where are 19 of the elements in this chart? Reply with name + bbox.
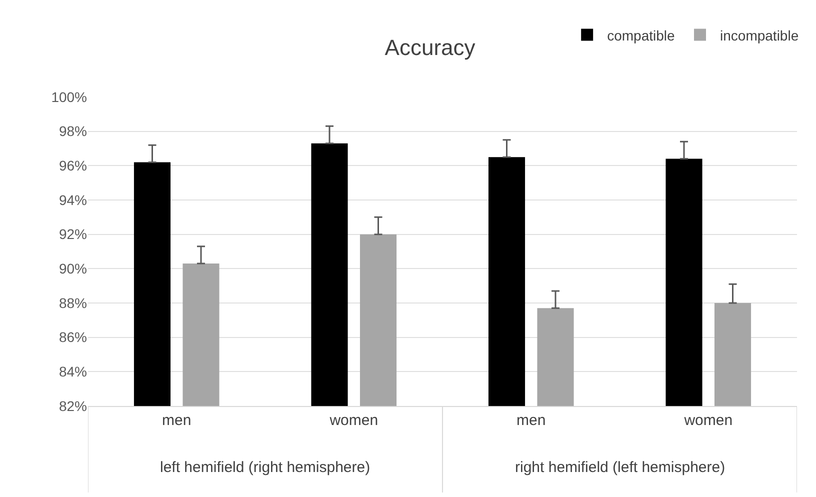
y-tick-label: 92%: [58, 226, 87, 242]
text: left hemifield (right hemisphere): [160, 459, 370, 476]
y-tick-label: 94%: [58, 192, 87, 208]
y-tick-label: 86%: [58, 329, 87, 346]
y-tick-label: 96%: [58, 158, 87, 174]
legend-label: compatible: [607, 27, 676, 44]
x-tick-label: men: [516, 412, 546, 429]
y-tick-label: 90%: [58, 260, 87, 277]
x-tick-label: men: [162, 412, 192, 429]
y-tick-label: 100%: [51, 88, 87, 105]
y-tick-label: 82%: [58, 398, 87, 414]
x-tick-label: women: [683, 412, 733, 429]
text: right hemifield (left hemisphere): [515, 459, 726, 476]
y-tick-label: 88%: [58, 294, 87, 311]
y-tick-label: 98%: [58, 123, 87, 140]
legend-label: incompatible: [720, 27, 799, 44]
y-tick-label: 84%: [58, 364, 87, 380]
x-tick-label: women: [328, 412, 378, 429]
chart-title: Accuracy: [384, 34, 476, 60]
